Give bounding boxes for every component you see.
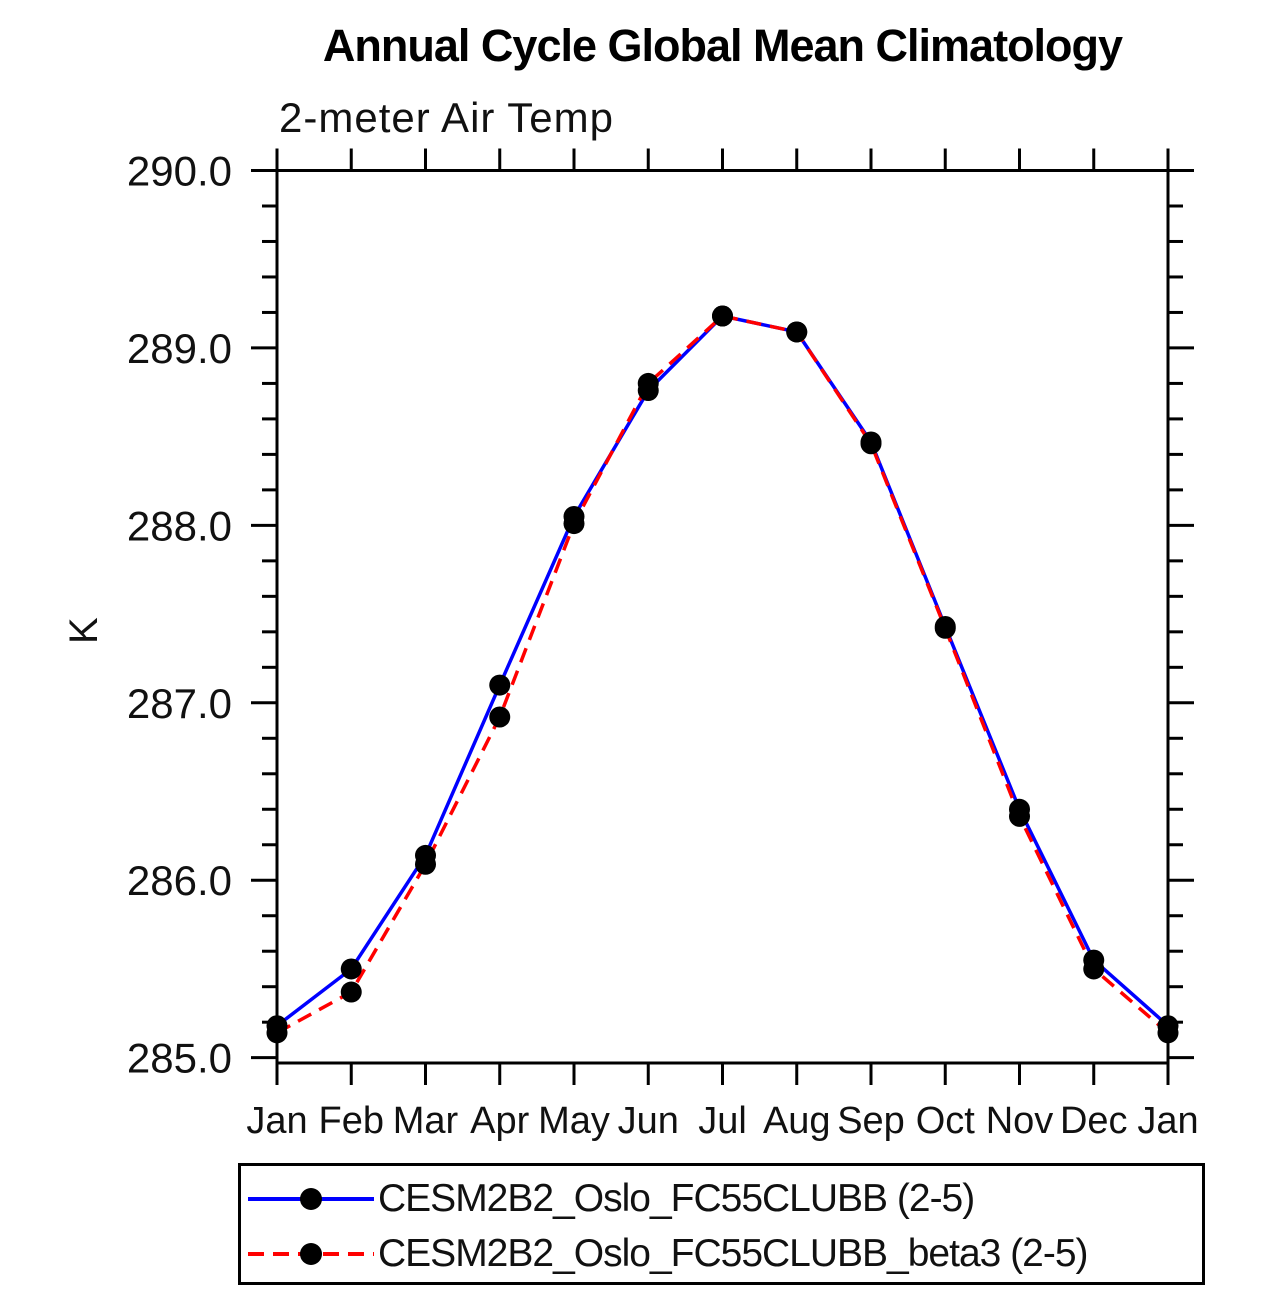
x-tick-label: Jun	[618, 1100, 679, 1142]
x-tick-label: Apr	[470, 1100, 529, 1142]
y-tick-label: 288.0	[127, 502, 232, 549]
data-point-series-1	[860, 433, 882, 455]
data-point-series-1	[1157, 1022, 1179, 1044]
plot-frame	[275, 169, 1170, 1065]
data-point-series-1	[712, 305, 733, 327]
x-tick-label: Nov	[986, 1100, 1054, 1142]
chart-subtitle: 2-meter Air Temp	[279, 94, 614, 141]
chart-title: Annual Cycle Global Mean Climatology	[322, 20, 1123, 71]
data-point-series-1	[489, 706, 511, 728]
x-tick-label: Oct	[916, 1100, 976, 1142]
data-point-series-1	[415, 853, 436, 875]
data-point-series-1	[934, 617, 956, 639]
data-point-series-0	[340, 958, 362, 980]
x-tick-label: Mar	[393, 1100, 459, 1142]
legend-marker-dot-icon	[300, 1187, 322, 1210]
legend-item-series-0: CESM2B2_Oslo_FC55CLUBB (2-5)	[241, 1171, 1202, 1226]
x-tick-label: May	[538, 1100, 610, 1142]
x-tick-label: Jan	[1137, 1100, 1198, 1142]
data-point-series-1	[563, 513, 585, 535]
legend-label-series-1: CESM2B2_Oslo_FC55CLUBB_beta3 (2-5)	[378, 1231, 1089, 1275]
x-tick-label: Feb	[319, 1100, 384, 1142]
x-tick-label: Jul	[698, 1100, 747, 1142]
y-tick-label: 286.0	[127, 857, 232, 904]
x-tick-label: Aug	[763, 1100, 831, 1142]
y-tick-label: 285.0	[127, 1035, 232, 1082]
y-tick-label: 289.0	[127, 325, 232, 372]
data-point-series-1	[786, 321, 808, 343]
x-tick-label: Dec	[1060, 1100, 1128, 1142]
legend-item-series-1: CESM2B2_Oslo_FC55CLUBB_beta3 (2-5)	[241, 1226, 1202, 1281]
y-tick-label: 290.0	[127, 148, 232, 195]
x-tick-label: Jan	[246, 1100, 307, 1142]
legend: CESM2B2_Oslo_FC55CLUBB (2-5) CESM2B2_Osl…	[238, 1163, 1205, 1285]
data-point-series-1	[340, 981, 362, 1003]
legend-solid-line-sample	[248, 1187, 374, 1210]
legend-label-series-0: CESM2B2_Oslo_FC55CLUBB (2-5)	[378, 1176, 975, 1220]
data-point-series-1	[1083, 958, 1105, 980]
series-line-0	[275, 314, 1170, 1028]
legend-dashed-line-sample	[248, 1242, 374, 1265]
x-tick-label: Sep	[837, 1100, 905, 1142]
data-point-series-1	[1009, 805, 1030, 827]
y-tick-label: 287.0	[127, 680, 232, 727]
legend-marker-dot-icon	[300, 1242, 322, 1265]
data-point-series-1	[266, 1022, 288, 1044]
data-point-series-1	[637, 372, 659, 394]
data-point-series-0	[489, 674, 511, 696]
series-line-1	[276, 314, 1170, 1035]
